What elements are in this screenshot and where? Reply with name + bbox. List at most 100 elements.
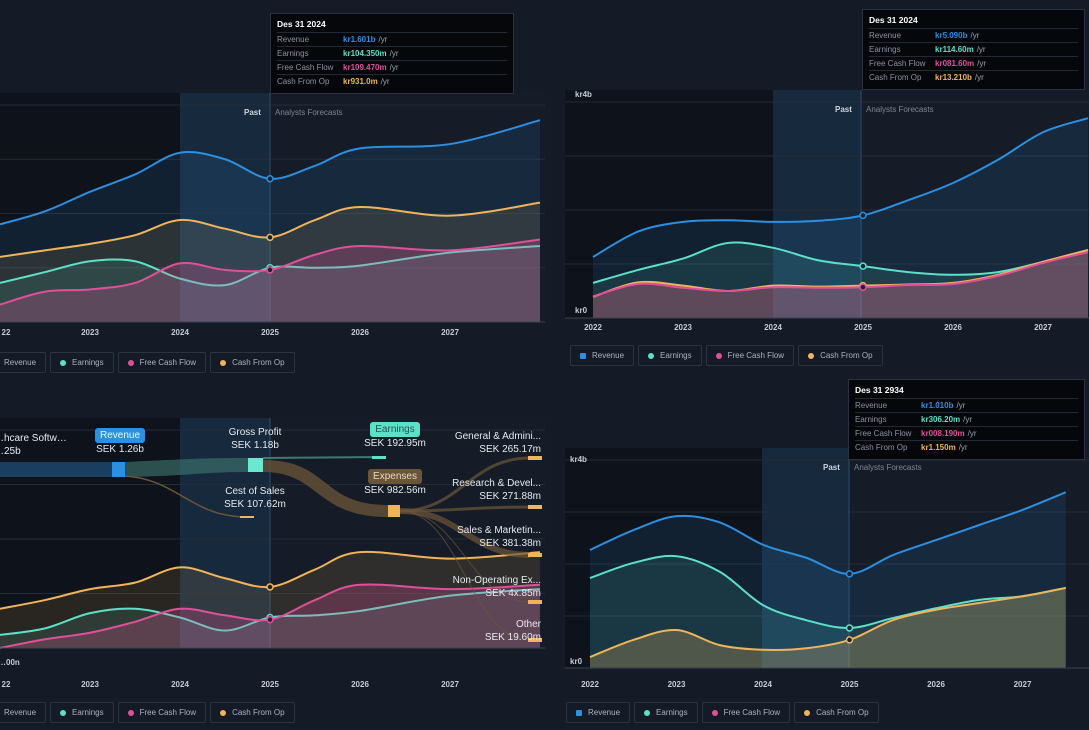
x-tick-label: 2023 (674, 323, 692, 332)
flow-gross-profit-earnings (262, 456, 386, 459)
tooltip-key: Cash From Op (869, 73, 922, 82)
sankey-output-non-operating: Non-Operating Ex... SEK 4x.85m (452, 575, 541, 599)
node-revenue[interactable] (112, 462, 125, 477)
legend-item-free-cash-flow[interactable]: Free Cash Flow (117, 352, 207, 373)
tooltip-value: kr1.150m (921, 443, 956, 452)
x-tick-label: 2023 (81, 680, 99, 689)
flow-revenue-cost-of-sales (124, 475, 249, 518)
sankey-source-label: …hcare Softw……25b (0, 433, 67, 457)
x-tick-label: 2025 (261, 680, 279, 689)
tooltip-unit: /yr (389, 49, 399, 58)
node-cost-of-sales[interactable] (240, 516, 254, 518)
tooltip-row: Earnings kr306.20m/yr (855, 412, 1078, 426)
dot-icon (60, 359, 67, 366)
chart-legend: Revenue Earnings Free Cash Flow Cash From O… (0, 352, 295, 373)
tooltip-key: Free Cash Flow (277, 63, 334, 72)
node-output[interactable] (528, 456, 542, 460)
marker-2025[interactable] (266, 233, 274, 242)
sankey-output-other: Other SEK 19.60m (484, 619, 541, 643)
node-output[interactable] (528, 505, 542, 509)
series-line-revenue (592, 117, 1089, 258)
marker-2025[interactable] (859, 211, 867, 220)
x-tick-label: 2024 (171, 328, 189, 337)
marker-2025[interactable] (845, 624, 854, 632)
sankey-revenue-node-label: Revenue SEK 1.26b (94, 428, 146, 455)
legend-item-cash-from-op[interactable]: Cash From Op (794, 702, 879, 723)
sankey-output-research: Research & Devel... SEK 271.88m (452, 478, 541, 502)
tooltip-value: kr081.60m (935, 59, 975, 68)
legend-label: Cash From Op (232, 708, 285, 717)
x-tick-label: 2027 (441, 680, 459, 689)
dot-icon (220, 359, 227, 366)
sankey-output-sales-marketing: Sales & Marketin... SEK 381.38m (457, 525, 541, 549)
marker-2025[interactable] (859, 283, 867, 291)
tooltip-key: Cash From Op (277, 77, 330, 86)
node-gross-profit[interactable] (248, 458, 263, 472)
dot-icon (60, 709, 67, 716)
tooltip-unit: /yr (974, 73, 984, 82)
legend-item-free-cash-flow[interactable]: Free Cash Flow (117, 702, 207, 723)
legend-item-cash-from-op[interactable]: Cash From Op (210, 702, 295, 723)
analysts-forecasts-label: Analysts Forecasts (854, 463, 922, 472)
legend-item-free-cash-flow[interactable]: Free Cash Flow (701, 702, 791, 723)
flow-source-revenue (0, 462, 112, 477)
x-tick-label: 22 (1, 680, 11, 689)
dot-icon (808, 352, 815, 359)
x-tick-label: 2024 (764, 323, 782, 332)
series-line-earnings (0, 588, 541, 636)
dot-icon (648, 352, 655, 359)
marker-2025[interactable] (845, 570, 854, 578)
area-cash-from-op (593, 249, 1088, 318)
tooltip-date: Des 31 2024 (869, 15, 918, 25)
legend-item-cash-from-op[interactable]: Cash From Op (798, 345, 883, 366)
tooltip-unit: /yr (977, 59, 987, 68)
legend-item-earnings[interactable]: Earnings (638, 345, 702, 366)
tooltip-key: Cash From Op (855, 443, 908, 452)
x-tick-label: 2023 (81, 328, 99, 337)
legend-item-revenue[interactable]: Revenue (570, 345, 635, 366)
y-tick-label: kr4b (570, 455, 587, 464)
flow-expenses-output (399, 510, 531, 603)
y-tick-label: kr0 (570, 657, 583, 666)
series-line-cash-from-op (0, 201, 541, 258)
sankey-cost-of-sales-label: Cest of Sales SEK 107.62m (224, 486, 286, 510)
node-output[interactable] (528, 600, 542, 604)
legend-item-cash-from-op[interactable]: Cash From Op (210, 352, 295, 373)
marker-2025[interactable] (266, 175, 274, 183)
tooltip-value: kr931.0m (343, 77, 378, 86)
dot-icon (711, 709, 718, 716)
square-icon (576, 709, 582, 716)
past-year-highlight (180, 93, 270, 322)
node-earnings[interactable] (372, 456, 386, 459)
flow-expenses-output (399, 508, 531, 558)
x-tick-label: 2025 (854, 323, 872, 332)
node-expenses[interactable] (388, 505, 400, 517)
series-line-cash-from-op (0, 550, 541, 610)
legend-item-earnings[interactable]: Earnings (50, 352, 114, 373)
marker-2025[interactable] (266, 266, 274, 274)
past-shade (0, 93, 180, 322)
legend-item-earnings[interactable]: Earnings (50, 702, 114, 723)
legend-item-earnings[interactable]: Earnings (634, 702, 698, 723)
legend-item-revenue[interactable]: Revenue (0, 702, 47, 723)
node-output[interactable] (528, 638, 542, 642)
marker-2025[interactable] (266, 615, 274, 624)
marker-2025[interactable] (845, 636, 854, 644)
x-tick-label: 2025 (840, 680, 859, 689)
y-tick-label: kr4b (575, 90, 592, 99)
area-cash-from-op (0, 202, 540, 322)
tooltip-row: Earnings kr114.60m/yr (869, 42, 1078, 56)
legend-item-free-cash-flow[interactable]: Free Cash Flow (705, 345, 795, 366)
legend-item-revenue[interactable]: Revenue (566, 702, 631, 723)
node-output[interactable] (528, 553, 542, 557)
square-icon (580, 352, 586, 359)
marker-2025[interactable] (859, 262, 867, 270)
tooltip-unit: /yr (976, 45, 986, 54)
tooltip-row: Cash From Op kr1.150m/yr (855, 440, 1078, 454)
marker-2025[interactable] (266, 583, 274, 591)
tooltip-unit: /yr (958, 443, 968, 452)
legend-item-revenue[interactable]: Revenue (0, 352, 47, 373)
tooltip-row: Free Cash Flow kr081.60m/yr (869, 56, 1078, 70)
x-tick-label: 2022 (581, 680, 599, 689)
tooltip-row: Revenue kr5.090b/yr (869, 28, 1078, 42)
